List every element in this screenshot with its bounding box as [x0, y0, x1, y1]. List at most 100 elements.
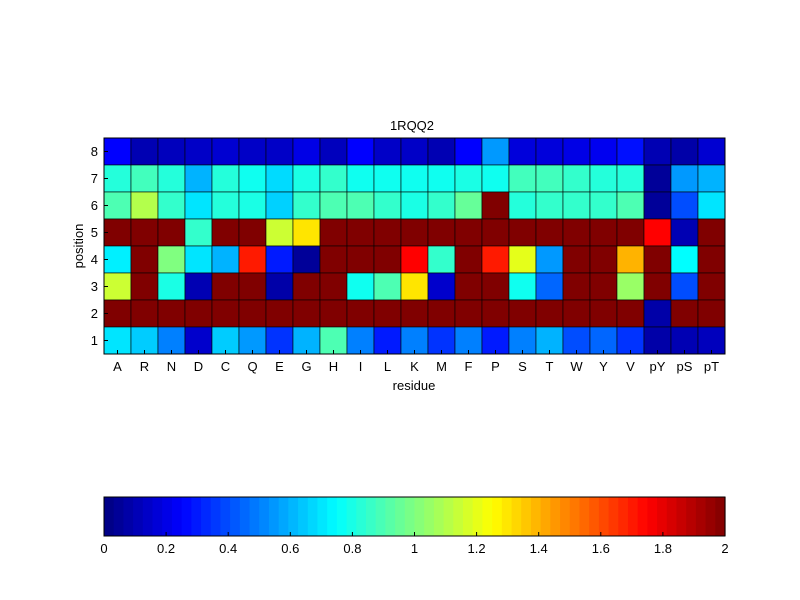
- x-tick-label: C: [221, 359, 230, 374]
- colorbar-segment: [482, 497, 493, 536]
- x-tick-label: L: [384, 359, 391, 374]
- colorbar-segment: [676, 497, 687, 536]
- heatmap-cell-F-pos4: [454, 245, 483, 274]
- colorbar-segment: [356, 497, 367, 536]
- heatmap-cell-Q-pos5: [238, 218, 267, 247]
- heatmap-cell-E-pos7: [265, 164, 294, 193]
- colorbar-segment: [171, 497, 183, 536]
- colorbar-segment: [647, 497, 658, 536]
- heatmap-cell-L-pos3: [373, 272, 402, 301]
- colorbar-tick-label: 0: [100, 541, 107, 556]
- colorbar-segment: [104, 497, 115, 536]
- x-tick-label: P: [491, 359, 500, 374]
- heatmap-cell-W-pos3: [562, 272, 591, 301]
- heatmap-cell-pS-pos3: [670, 272, 699, 301]
- heatmap-cell-C-pos3: [211, 272, 240, 301]
- heatmap-cell-I-pos1: [346, 326, 375, 355]
- colorbar-tick-label: 1.8: [654, 541, 672, 556]
- heatmap-cell-A-pos6: [103, 191, 132, 220]
- heatmap-cell-W-pos4: [562, 245, 591, 274]
- heatmap-cell-K-pos5: [400, 218, 429, 247]
- colorbar-segment: [298, 497, 309, 536]
- colorbar-tick-label: 0.8: [343, 541, 361, 556]
- heatmap-cell-T-pos8: [535, 137, 564, 166]
- heatmap-cell-pS-pos6: [670, 191, 699, 220]
- heatmap-cell-I-pos3: [346, 272, 375, 301]
- colorbar-segment: [123, 497, 134, 536]
- heatmap-cell-K-pos7: [400, 164, 429, 193]
- heatmap-cell-T-pos1: [535, 326, 564, 355]
- heatmap-cell-E-pos1: [265, 326, 294, 355]
- heatmap-cell-A-pos7: [103, 164, 132, 193]
- x-tick-label: S: [518, 359, 527, 374]
- colorbar-segment: [317, 497, 328, 536]
- colorbar-segment: [443, 497, 454, 536]
- y-tick-label: 4: [91, 252, 98, 267]
- heatmap-cell-W-pos7: [562, 164, 591, 193]
- heatmap-cell-N-pos4: [157, 245, 186, 274]
- heatmap-cell-Y-pos8: [589, 137, 618, 166]
- x-tick-label: N: [167, 359, 176, 374]
- x-tick-label: W: [570, 359, 583, 374]
- heatmap-cell-H-pos8: [319, 137, 348, 166]
- colorbar-segment: [598, 497, 610, 536]
- heatmap-cell-pY-pos4: [643, 245, 672, 274]
- colorbar-segment: [560, 497, 571, 536]
- heatmap-cell-Y-pos1: [589, 326, 618, 355]
- heatmap-cell-C-pos5: [211, 218, 240, 247]
- heatmap-cell-G-pos7: [292, 164, 321, 193]
- heatmap-cell-G-pos2: [292, 299, 321, 328]
- heatmap-cell-V-pos1: [616, 326, 645, 355]
- x-tick-label: M: [436, 359, 447, 374]
- heatmap-cell-pT-pos1: [697, 326, 726, 355]
- heatmap-cell-P-pos6: [481, 191, 510, 220]
- heatmap-cell-W-pos5: [562, 218, 591, 247]
- x-tick-label: G: [301, 359, 311, 374]
- heatmap-cell-S-pos2: [508, 299, 537, 328]
- colorbar-segment: [181, 497, 192, 536]
- heatmap-cell-Q-pos1: [238, 326, 267, 355]
- heatmap-cell-E-pos6: [265, 191, 294, 220]
- heatmap-cell-P-pos8: [481, 137, 510, 166]
- x-tick-label: pY: [650, 359, 666, 374]
- x-tick-label: V: [626, 359, 635, 374]
- heatmap-cell-R-pos3: [130, 272, 159, 301]
- heatmap-cell-G-pos3: [292, 272, 321, 301]
- heatmap-cell-K-pos8: [400, 137, 429, 166]
- heatmap-cell-V-pos6: [616, 191, 645, 220]
- heatmap-cell-N-pos2: [157, 299, 186, 328]
- y-axis-ticks: 8 7 6 5 4 3 2 1: [91, 144, 108, 348]
- colorbar-segment: [395, 497, 406, 536]
- colorbar-tick-label: 0.4: [219, 541, 237, 556]
- heatmap-cell-H-pos7: [319, 164, 348, 193]
- colorbar-segment: [666, 497, 678, 536]
- heatmap-cell-D-pos1: [184, 326, 213, 355]
- heatmap-cell-pT-pos8: [697, 137, 726, 166]
- heatmap-cell-T-pos6: [535, 191, 564, 220]
- colorbar-segment: [433, 497, 445, 536]
- heatmap-cell-H-pos4: [319, 245, 348, 274]
- colorbar-segment: [637, 497, 648, 536]
- colorbar-ticks: 0 0.2 0.4 0.6 0.8 1 1.2 1.4 1.6 1.8 2: [100, 532, 729, 556]
- heatmap-cell-pY-pos8: [643, 137, 672, 166]
- colorbar-segment: [608, 497, 619, 536]
- heatmap-cell-W-pos2: [562, 299, 591, 328]
- heatmap-cell-pS-pos1: [670, 326, 699, 355]
- heatmap-cell-Y-pos2: [589, 299, 618, 328]
- colorbar-tick-label: 1.2: [468, 541, 486, 556]
- heatmap-cell-K-pos2: [400, 299, 429, 328]
- heatmap-cell-I-pos6: [346, 191, 375, 220]
- colorbar-segment: [501, 497, 513, 536]
- heatmap-cell-A-pos4: [103, 245, 132, 274]
- heatmap-cell-pT-pos3: [697, 272, 726, 301]
- colorbar-tick-label: 0.2: [157, 541, 175, 556]
- heatmap-cell-pS-pos8: [670, 137, 699, 166]
- heatmap-cell-P-pos4: [481, 245, 510, 274]
- heatmap-cells: [103, 137, 726, 355]
- colorbar-segment: [463, 497, 474, 536]
- heatmap-cell-F-pos1: [454, 326, 483, 355]
- heatmap-cell-R-pos2: [130, 299, 159, 328]
- colorbar-tick-label: 1: [411, 541, 418, 556]
- heatmap-cell-M-pos5: [427, 218, 456, 247]
